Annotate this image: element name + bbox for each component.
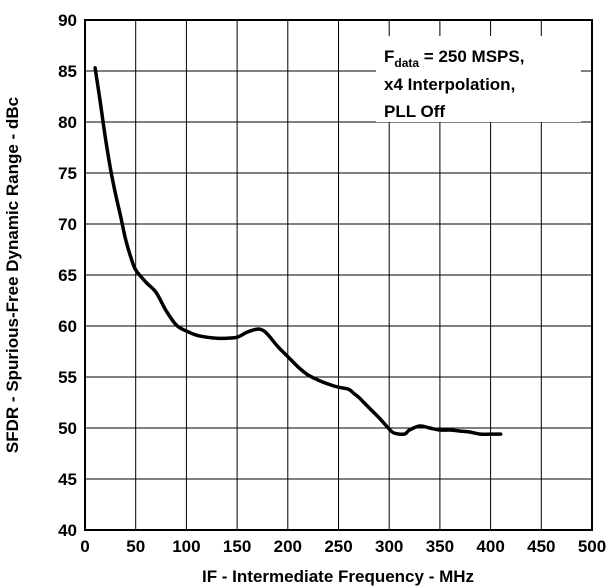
x-tick-label: 200 — [274, 537, 302, 556]
x-tick-label: 500 — [578, 537, 606, 556]
y-tick-label: 55 — [58, 368, 77, 387]
x-tick-label: 100 — [172, 537, 200, 556]
x-tick-label: 250 — [324, 537, 352, 556]
y-tick-label: 80 — [58, 113, 77, 132]
annotation-f-subscript: data — [394, 56, 419, 70]
y-tick-label: 60 — [58, 317, 77, 336]
y-tick-label: 65 — [58, 266, 77, 285]
y-tick-label: 40 — [58, 521, 77, 540]
annotation-background — [376, 36, 581, 122]
sfdr-series-line — [93, 66, 503, 437]
y-tick-label: 90 — [58, 11, 77, 30]
x-tick-label: 0 — [80, 537, 89, 556]
x-tick-label: 450 — [527, 537, 555, 556]
x-axis-label: IF - Intermediate Frequency - MHz — [202, 567, 474, 586]
tick-labels: 0 50 100 150 200 250 300 350 400 450 500 40 45 50 55 60… — [58, 11, 606, 556]
annotation-f: F — [384, 47, 394, 66]
plot-frame — [84, 19, 593, 531]
y-tick-label: 85 — [58, 62, 77, 81]
x-tick-label: 150 — [223, 537, 251, 556]
y-tick-label: 75 — [58, 164, 77, 183]
annotation-line-3: PLL Off — [384, 102, 445, 121]
y-axis-label: SFDR - Spurious-Free Dynamic Range - dBc — [3, 97, 22, 453]
x-tick-label: 300 — [375, 537, 403, 556]
x-tick-label: 400 — [476, 537, 504, 556]
annotation-rate: = 250 MSPS, — [419, 47, 524, 66]
annotation-line-1: Fdata = 250 MSPS, — [384, 47, 524, 70]
x-tick-label: 350 — [426, 537, 454, 556]
y-tick-label: 45 — [58, 470, 77, 489]
y-tick-label: 50 — [58, 419, 77, 438]
y-tick-label: 70 — [58, 215, 77, 234]
annotation-box: Fdata = 250 MSPS, x4 Interpolation, PLL … — [376, 36, 581, 122]
x-tick-label: 50 — [126, 537, 145, 556]
annotation-line-2: x4 Interpolation, — [384, 75, 515, 94]
